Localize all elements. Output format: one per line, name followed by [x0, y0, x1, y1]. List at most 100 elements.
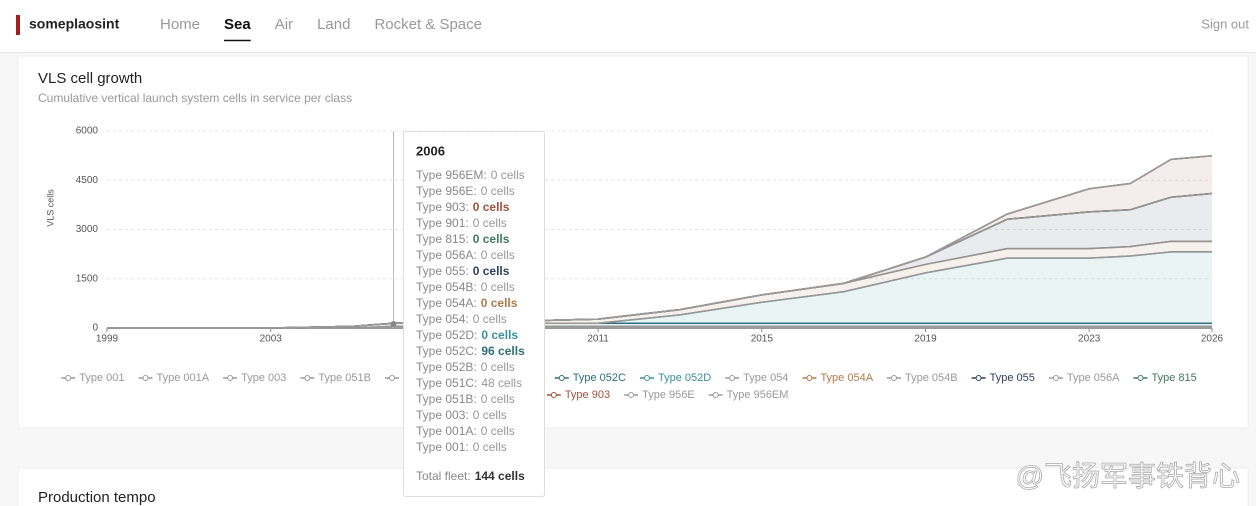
tooltip-total: 144 cells: [475, 469, 525, 483]
legend-label: Type 052D: [658, 372, 711, 384]
card-title: VLS cell growth: [38, 70, 142, 87]
header: [0, 0, 1256, 52]
tooltip-value: 0 cells: [481, 360, 515, 374]
brand[interactable]: someplaosint: [29, 16, 120, 32]
legend-item[interactable]: Type 054B: [887, 372, 958, 384]
legend-marker: [558, 375, 565, 381]
x-tick-label: 1999: [96, 334, 119, 345]
tooltip-value: 0 cells: [481, 424, 515, 438]
legend-marker: [628, 392, 635, 398]
legend-item[interactable]: Type 054: [725, 372, 788, 384]
legend-marker: [806, 375, 813, 381]
tooltip-label: Type 001A:: [416, 424, 477, 438]
legend-item[interactable]: Type 003: [223, 372, 286, 384]
legend-item[interactable]: Type 956EM: [708, 389, 789, 401]
legend-marker: [1052, 375, 1059, 381]
y-tick-label: 4500: [76, 175, 99, 186]
tooltip-value: 0 cells: [473, 408, 507, 422]
legend-item[interactable]: Type 815: [1133, 372, 1197, 384]
legend-marker: [142, 375, 149, 381]
y-tick-label: 0: [92, 323, 98, 334]
tooltip-label: Type 051C:: [416, 376, 477, 390]
series-line: [107, 154, 1213, 329]
x-tick-label: 2011: [587, 334, 609, 345]
card-subtitle: Cumulative vertical launch system cells …: [38, 91, 352, 105]
card-title: Production tempo: [38, 489, 156, 506]
tooltip-value: 0 cells: [491, 168, 525, 182]
nav-link[interactable]: Air: [275, 16, 293, 33]
legend-label: Type 001: [79, 372, 124, 384]
tooltip-value: 0 cells: [481, 248, 515, 262]
legend-item[interactable]: Type 055: [971, 372, 1035, 384]
area: [107, 251, 1212, 328]
tooltip-label: Type 956E:: [416, 184, 477, 198]
legend-item[interactable]: Type 052D: [639, 372, 711, 384]
x-tick-label: 2019: [914, 334, 937, 345]
legend-label: Type 956EM: [727, 389, 789, 401]
legend-item[interactable]: Type 001A: [138, 372, 210, 384]
legend-marker: [891, 375, 898, 381]
tooltip-value: 0 cells: [481, 280, 515, 294]
tooltip-value: 0 cells: [481, 184, 515, 198]
x-tick-label: 2015: [751, 334, 774, 345]
legend-marker: [643, 375, 650, 381]
nav-link[interactable]: Land: [317, 16, 350, 33]
legend-marker: [227, 375, 234, 381]
tooltip-label: Type 052B:: [416, 360, 477, 374]
legend-label: Type 054: [743, 372, 788, 384]
legend-label: Type 056A: [1067, 372, 1120, 384]
tooltip-title: 2006: [416, 143, 445, 158]
legend-item[interactable]: Type 001: [61, 372, 125, 384]
sign-out[interactable]: Sign out: [1201, 16, 1249, 31]
tooltip-total-label: Total fleet:: [416, 469, 471, 483]
legend-item[interactable]: Type 056A: [1048, 372, 1120, 384]
legend-label: Type 815: [1151, 372, 1196, 384]
legend-marker: [550, 392, 557, 398]
card: [17, 467, 1249, 506]
tooltip-label: Type 956EM:: [416, 168, 487, 182]
y-axis-label: VLS cells: [45, 189, 55, 227]
tooltip-value: 0 cells: [481, 328, 518, 342]
legend-label: Type 956E: [642, 389, 695, 401]
x-tick-label: 2026: [1201, 334, 1224, 345]
legend-label: Type 001A: [157, 372, 210, 384]
legend-item[interactable]: Type 051B: [300, 372, 371, 384]
tooltip-value: 96 cells: [481, 344, 525, 358]
legend-label: Type 054A: [820, 372, 873, 384]
tooltip-value: 0 cells: [473, 232, 510, 246]
tooltip-label: Type 903:: [416, 200, 469, 214]
tooltip-label: Type 054B:: [416, 280, 477, 294]
legend-item[interactable]: Type 903: [546, 389, 610, 401]
nav-link[interactable]: Home: [160, 16, 200, 33]
tooltip-label: Type 815:: [416, 232, 469, 246]
tooltip-label: Type 054A:: [416, 296, 477, 310]
tooltip-value: 0 cells: [473, 264, 510, 278]
legend-label: Type 903: [565, 389, 610, 401]
y-tick-label: 1500: [76, 273, 99, 284]
x-tick-label: 2003: [260, 334, 283, 345]
tooltip-value: 0 cells: [473, 216, 507, 230]
legend-marker: [65, 375, 72, 381]
legend-item[interactable]: Type 052C: [554, 372, 626, 384]
nav-link[interactable]: Sea: [224, 16, 251, 33]
hover-dot: [390, 321, 397, 327]
y-tick-label: 3000: [76, 224, 99, 235]
tooltip-value: 0 cells: [473, 440, 507, 454]
legend-label: Type 055: [990, 372, 1035, 384]
tooltip-label: Type 051B:: [416, 392, 477, 406]
legend-label: Type 051B: [318, 372, 371, 384]
card: [17, 55, 1249, 429]
legend-label: Type 052C: [573, 372, 626, 384]
legend-marker: [388, 375, 395, 381]
legend-item[interactable]: Type 956E: [624, 389, 695, 401]
tooltip-label: Type 901:: [416, 216, 469, 230]
watermark: @飞扬军事铁背心: [1016, 460, 1240, 491]
nav-link[interactable]: Rocket & Space: [374, 16, 482, 33]
legend-marker: [975, 375, 982, 381]
legend-item[interactable]: Type 054A: [802, 372, 874, 384]
legend-marker: [304, 375, 311, 381]
tooltip-label: Type 003:: [416, 408, 469, 422]
tooltip-value: 0 cells: [473, 200, 510, 214]
